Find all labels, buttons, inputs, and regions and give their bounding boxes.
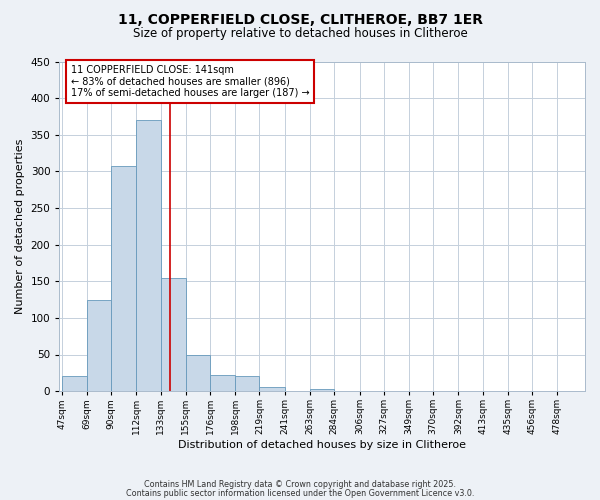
- Text: Contains public sector information licensed under the Open Government Licence v3: Contains public sector information licen…: [126, 489, 474, 498]
- Bar: [235, 376, 259, 391]
- Y-axis label: Number of detached properties: Number of detached properties: [15, 138, 25, 314]
- X-axis label: Distribution of detached houses by size in Clitheroe: Distribution of detached houses by size …: [178, 440, 466, 450]
- Text: 11 COPPERFIELD CLOSE: 141sqm
← 83% of detached houses are smaller (896)
17% of s: 11 COPPERFIELD CLOSE: 141sqm ← 83% of de…: [71, 65, 310, 98]
- Bar: [310, 389, 334, 391]
- Bar: [87, 300, 111, 391]
- Text: Contains HM Land Registry data © Crown copyright and database right 2025.: Contains HM Land Registry data © Crown c…: [144, 480, 456, 489]
- Bar: [186, 354, 210, 391]
- Bar: [210, 375, 235, 391]
- Bar: [111, 166, 136, 391]
- Bar: [136, 120, 161, 391]
- Bar: [161, 278, 186, 391]
- Bar: [259, 388, 285, 391]
- Bar: [62, 376, 87, 391]
- Text: 11, COPPERFIELD CLOSE, CLITHEROE, BB7 1ER: 11, COPPERFIELD CLOSE, CLITHEROE, BB7 1E…: [118, 12, 482, 26]
- Text: Size of property relative to detached houses in Clitheroe: Size of property relative to detached ho…: [133, 28, 467, 40]
